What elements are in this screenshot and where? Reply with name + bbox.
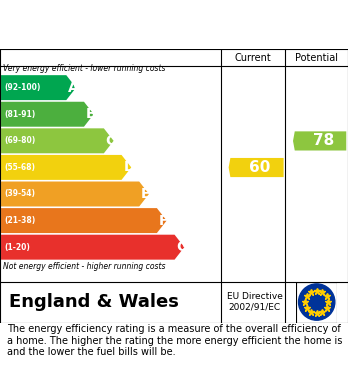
Text: (69-80): (69-80) — [4, 136, 35, 145]
Polygon shape — [229, 158, 284, 177]
Text: F: F — [159, 213, 168, 228]
Text: E: E — [141, 187, 150, 201]
Polygon shape — [1, 75, 76, 100]
Text: (92-100): (92-100) — [4, 83, 41, 92]
Text: (1-20): (1-20) — [4, 243, 30, 252]
Text: The energy efficiency rating is a measure of the overall efficiency of a home. T: The energy efficiency rating is a measur… — [7, 324, 342, 357]
Polygon shape — [1, 155, 131, 180]
Text: (55-68): (55-68) — [4, 163, 35, 172]
Text: D: D — [123, 160, 135, 174]
Polygon shape — [1, 102, 94, 127]
Text: (81-91): (81-91) — [4, 110, 35, 119]
Polygon shape — [1, 181, 149, 206]
Text: Current: Current — [235, 53, 271, 63]
Text: G: G — [176, 240, 188, 254]
Text: EU Directive
2002/91/EC: EU Directive 2002/91/EC — [227, 292, 283, 312]
Polygon shape — [1, 235, 184, 260]
Polygon shape — [1, 208, 167, 233]
Text: Potential: Potential — [295, 53, 338, 63]
Text: England & Wales: England & Wales — [9, 293, 179, 311]
Text: A: A — [68, 81, 79, 95]
Text: 60: 60 — [250, 160, 271, 175]
Polygon shape — [293, 131, 346, 151]
Circle shape — [299, 284, 335, 320]
Text: Very energy efficient - lower running costs: Very energy efficient - lower running co… — [3, 64, 166, 73]
Text: Not energy efficient - higher running costs: Not energy efficient - higher running co… — [3, 262, 166, 271]
Text: C: C — [105, 134, 116, 148]
Text: (21-38): (21-38) — [4, 216, 35, 225]
Text: B: B — [86, 107, 96, 121]
Text: 78: 78 — [313, 133, 334, 149]
Text: Energy Efficiency Rating: Energy Efficiency Rating — [9, 15, 238, 34]
Polygon shape — [1, 128, 113, 153]
Text: (39-54): (39-54) — [4, 190, 35, 199]
